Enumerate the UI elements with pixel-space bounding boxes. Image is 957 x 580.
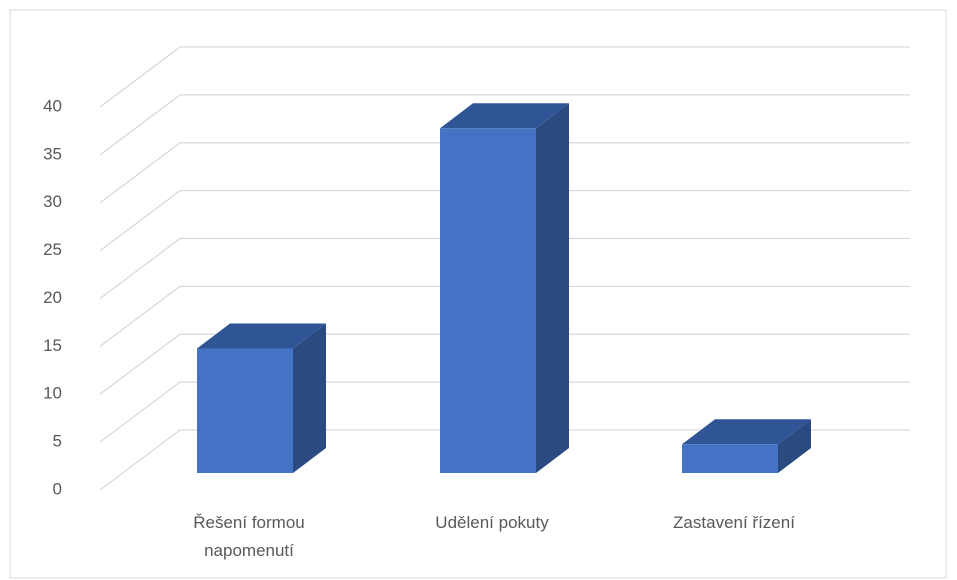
y-tick-label: 0 bbox=[53, 479, 62, 498]
y-tick-label: 5 bbox=[53, 432, 62, 451]
grid-line bbox=[99, 381, 910, 443]
bar-top bbox=[440, 103, 569, 129]
y-tick-label: 30 bbox=[43, 192, 62, 211]
grid-line bbox=[99, 142, 910, 204]
grid-line bbox=[99, 285, 910, 347]
grid-line bbox=[99, 189, 910, 252]
x-tick-label: Řešení formou napomenutí bbox=[193, 513, 305, 560]
bar bbox=[197, 348, 293, 473]
bar-side bbox=[293, 323, 326, 473]
bar bbox=[682, 444, 778, 473]
bar-top bbox=[682, 419, 811, 445]
y-tick-label: 25 bbox=[43, 240, 62, 259]
bar-top bbox=[197, 323, 326, 349]
grid-line bbox=[99, 46, 910, 108]
grid-line bbox=[99, 333, 910, 395]
bar-side bbox=[778, 419, 811, 473]
grid-line bbox=[99, 94, 910, 156]
chart-border bbox=[9, 9, 947, 579]
y-tick-label: 15 bbox=[43, 336, 62, 355]
x-tick-label: Zastavení řízení bbox=[673, 513, 795, 532]
y-tick-label: 35 bbox=[43, 144, 62, 163]
grid-line bbox=[99, 429, 910, 491]
y-tick-label: 40 bbox=[43, 96, 62, 115]
x-tick-label: Udělení pokuty bbox=[435, 513, 549, 532]
bar-side bbox=[536, 103, 569, 474]
y-tick-label: 10 bbox=[43, 384, 62, 403]
y-tick-label: 20 bbox=[43, 288, 62, 307]
bar bbox=[440, 128, 536, 474]
grid-line bbox=[99, 237, 910, 300]
